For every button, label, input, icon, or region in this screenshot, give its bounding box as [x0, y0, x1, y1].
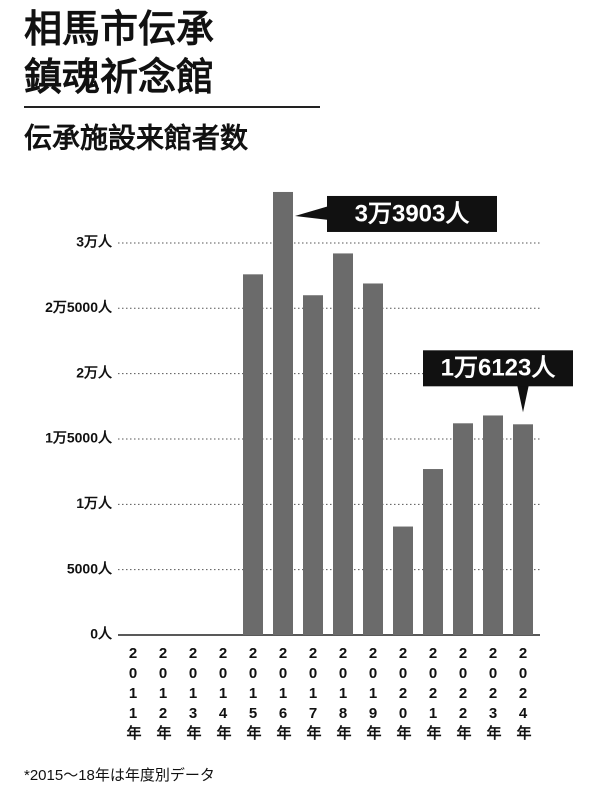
bar	[363, 283, 383, 635]
bar	[453, 423, 473, 635]
chart-subtitle: 伝承施設来館者数	[24, 121, 249, 153]
y-tick-label: 3万人	[76, 234, 113, 250]
y-tick-label: 2万人	[76, 364, 113, 380]
y-tick-label: 2万5000人	[45, 299, 113, 315]
y-tick-label: 1万5000人	[45, 430, 113, 446]
callout-box	[423, 350, 573, 387]
value-label: 3万3903人	[355, 200, 470, 227]
x-tick-label: 2015年	[245, 645, 262, 743]
x-tick-label: 2013年	[185, 645, 202, 743]
x-tick-label: 2014年	[215, 645, 232, 743]
footnote: *2015〜18年は年度別データ	[24, 766, 215, 784]
bar	[303, 295, 323, 635]
bar	[273, 191, 293, 635]
x-tick-label: 2021年	[425, 645, 442, 743]
x-tick-label: 2017年	[305, 645, 322, 743]
bar	[483, 415, 503, 635]
bar	[423, 469, 443, 635]
x-tick-label: 2016年	[275, 645, 292, 743]
x-tick-label: 2024年	[515, 645, 532, 743]
bar	[513, 424, 533, 635]
bar	[333, 253, 353, 635]
y-tick-label: 5000人	[67, 560, 113, 576]
callout-box	[327, 195, 497, 232]
x-tick-label: 2019年	[365, 645, 382, 743]
x-tick-label: 2012年	[155, 645, 172, 743]
callout-pointer	[295, 205, 329, 220]
y-tick-label: 1万人	[76, 495, 113, 511]
callout-pointer	[517, 384, 529, 413]
x-tick-label: 2011年	[125, 645, 142, 743]
y-tick-label: 0人	[90, 626, 113, 642]
bar	[393, 526, 413, 635]
x-tick-label: 2020年	[395, 645, 412, 743]
chart-title: 相馬市伝承	[24, 9, 214, 51]
x-tick-label: 2022年	[455, 645, 472, 743]
value-label: 1万6123人	[441, 355, 556, 382]
x-tick-label: 2018年	[335, 645, 352, 743]
bar	[243, 274, 263, 635]
x-tick-label: 2023年	[485, 645, 502, 743]
chart-title: 鎮魂祈念館	[24, 56, 214, 99]
